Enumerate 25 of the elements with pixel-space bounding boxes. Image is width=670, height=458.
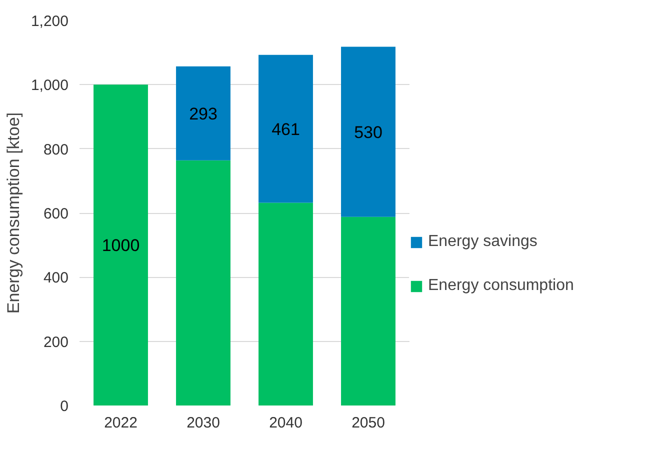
x-tick-label: 2030 — [186, 414, 220, 432]
bar — [258, 54, 313, 203]
y-axis-title: Energy consumption [ktoe] — [4, 112, 23, 314]
bar — [176, 160, 230, 406]
y-tick-label: 0 — [60, 398, 68, 415]
y-tick-label: 400 — [43, 270, 69, 287]
bar — [341, 46, 396, 217]
data-label: 1000 — [102, 236, 140, 256]
legend-label: Energy savings — [428, 233, 538, 251]
data-label: 461 — [272, 120, 300, 139]
x-tick-label: 2050 — [352, 414, 385, 432]
bar — [176, 66, 230, 160]
legend-label: Energy consumption — [428, 277, 574, 295]
x-tick-label: 2040 — [269, 414, 302, 432]
data-label: 293 — [189, 104, 218, 124]
y-tick-label: 1,200 — [30, 13, 69, 30]
bar — [94, 84, 148, 406]
y-tick-label: 1,000 — [30, 77, 69, 94]
data-label: 530 — [354, 122, 382, 142]
bar — [341, 216, 396, 406]
y-tick-label: 200 — [43, 334, 69, 351]
y-tick-label: 800 — [43, 141, 69, 158]
bar — [258, 202, 313, 406]
x-tick-label: 2022 — [104, 414, 138, 432]
y-tick-label: 600 — [43, 206, 69, 222]
